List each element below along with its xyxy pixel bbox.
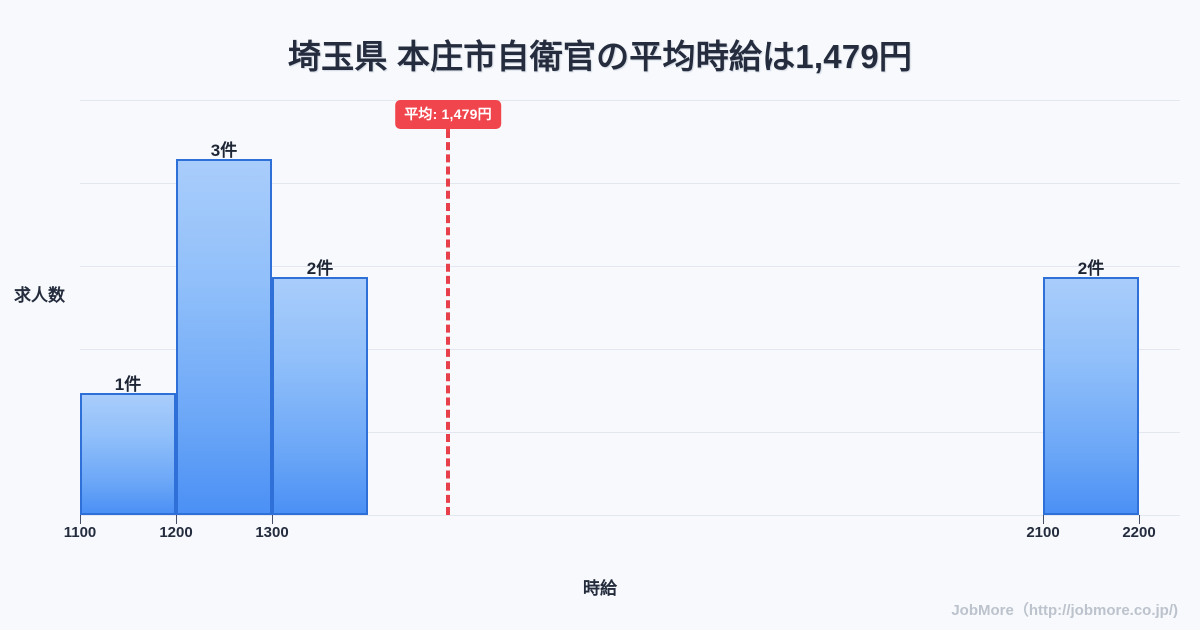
average-line-stub — [446, 126, 450, 132]
bar-1100-1200[interactable] — [80, 393, 176, 515]
x-axis-title: 時給 — [583, 579, 617, 598]
average-badge[interactable]: 平均: 1,479円 — [395, 100, 501, 129]
gridline — [80, 432, 1180, 433]
average-line — [446, 130, 450, 515]
x-axis-baseline — [80, 515, 1180, 516]
x-tick-1100 — [80, 515, 81, 524]
x-tick-label-2200: 2200 — [1122, 524, 1156, 541]
x-tick-2200 — [1139, 515, 1140, 524]
gridline — [80, 266, 1180, 267]
x-tick-label-1200: 1200 — [159, 524, 193, 541]
x-tick-label-1300: 1300 — [255, 524, 289, 541]
page-title: 埼玉県 本庄市自衛官の平均時給は1,479円 — [287, 38, 913, 75]
x-tick-1300 — [272, 515, 273, 524]
bar-value-label: 2件 — [1077, 259, 1105, 278]
x-tick-label-1100: 1100 — [63, 524, 97, 541]
bar-value-label: 1件 — [114, 375, 142, 394]
bar-value-label: 3件 — [210, 141, 238, 160]
gridline — [80, 183, 1180, 184]
gridline — [80, 100, 1180, 101]
y-axis-title: 求人数 — [14, 286, 65, 305]
plot-area: 1件 3件 2件 2件 平均: 1,479円 — [80, 100, 1180, 516]
bar-1300-1400[interactable] — [272, 277, 368, 515]
watermark: JobMore（http://jobmore.co.jp/) — [951, 602, 1178, 619]
x-tick-label-2100: 2100 — [1026, 524, 1060, 541]
bar-1200-1300[interactable] — [176, 159, 272, 515]
x-tick-2100 — [1043, 515, 1044, 524]
bar-value-label: 2件 — [306, 259, 334, 278]
gridline — [80, 349, 1180, 350]
x-tick-1200 — [176, 515, 177, 524]
bar-2100-2200[interactable] — [1043, 277, 1139, 515]
